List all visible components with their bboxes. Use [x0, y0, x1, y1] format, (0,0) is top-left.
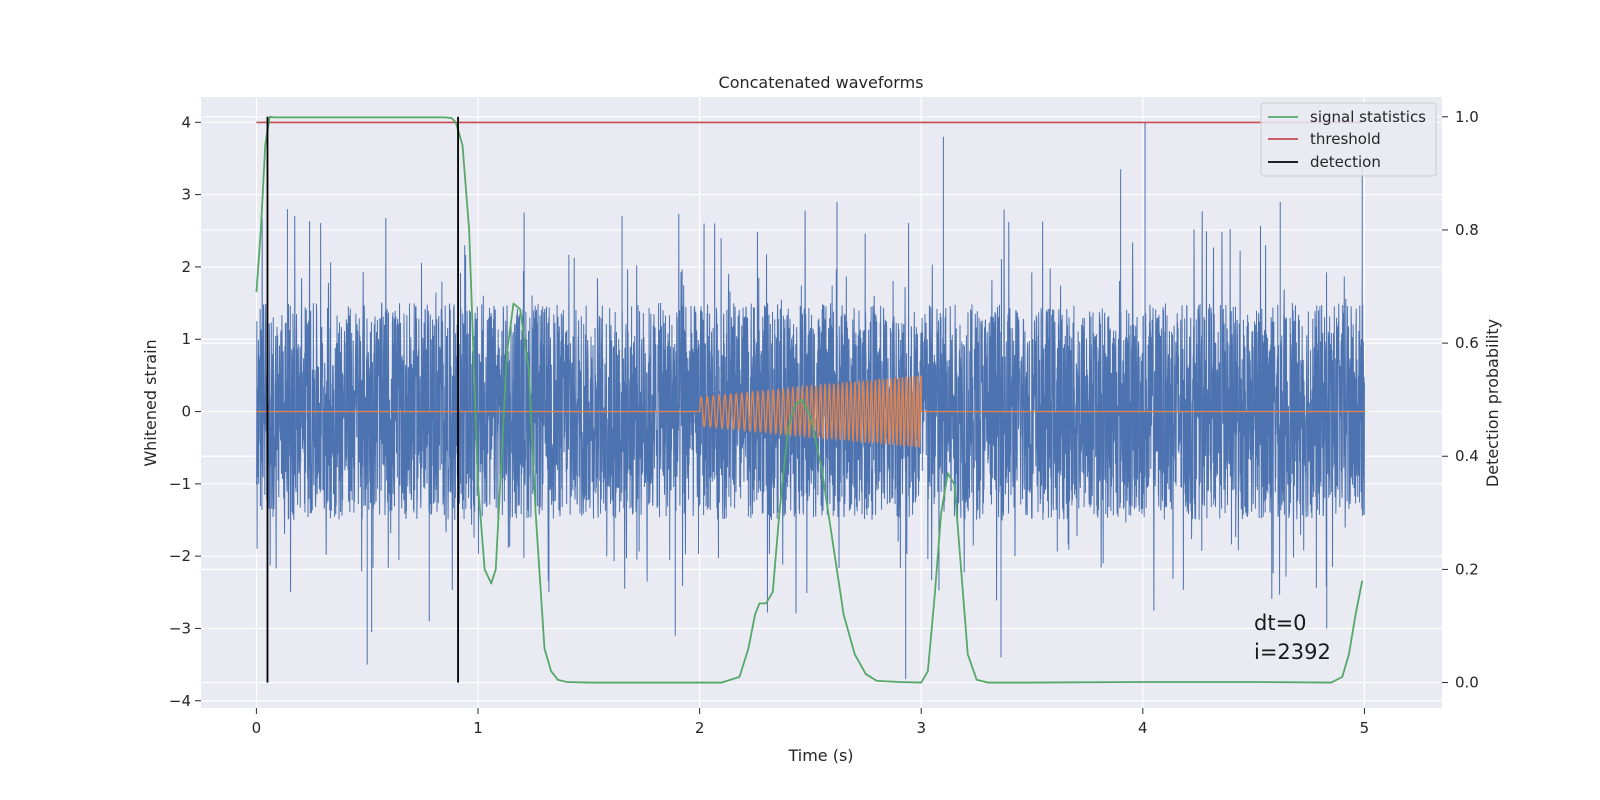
- legend-label-threshold: threshold: [1310, 130, 1381, 148]
- y2-tick-label: 0.0: [1455, 674, 1479, 692]
- y-tick-label: 3: [181, 186, 191, 204]
- plot-area: [255, 115, 1365, 684]
- annotation-dt: dt=0: [1254, 611, 1307, 635]
- y-tick-label: 1: [181, 330, 191, 348]
- x-tick-label: 5: [1360, 719, 1370, 737]
- y-axis-label: Whitened strain: [141, 339, 160, 466]
- y-tick-label: 2: [181, 258, 191, 276]
- y2-axis-label: Detection probability: [1483, 319, 1502, 487]
- x-tick-label: 2: [695, 719, 705, 737]
- y-tick-label: −4: [169, 692, 191, 710]
- x-tick-label: 0: [252, 719, 262, 737]
- y-axis-right: 1.0 0.8 0.6 0.4 0.2 0.0: [1442, 108, 1479, 692]
- x-axis: 0 1 2 3 4 5: [252, 708, 1370, 737]
- strain-noise-line: [255, 122, 1365, 680]
- y-tick-label: −1: [169, 475, 191, 493]
- y2-tick-label: 0.8: [1455, 221, 1479, 239]
- x-axis-label: Time (s): [787, 746, 853, 765]
- x-tick-label: 4: [1138, 719, 1148, 737]
- annotation-i: i=2392: [1254, 640, 1331, 664]
- x-tick-label: 1: [473, 719, 483, 737]
- legend: signal statistics threshold detection: [1260, 102, 1437, 177]
- y2-tick-label: 0.6: [1455, 334, 1479, 352]
- y2-tick-label: 0.2: [1455, 560, 1479, 578]
- signal-statistics-line: [255, 115, 1364, 684]
- chart-title: Concatenated waveforms: [719, 73, 924, 92]
- y-tick-label: 4: [181, 113, 191, 131]
- legend-label-detection: detection: [1310, 153, 1381, 171]
- y-tick-label: −2: [169, 547, 191, 565]
- injected-waveform-line: [256, 375, 1365, 448]
- y-tick-label: −3: [169, 619, 191, 637]
- legend-label-signal: signal statistics: [1310, 108, 1426, 126]
- x-tick-label: 3: [916, 719, 926, 737]
- y-tick-label: 0: [181, 403, 191, 421]
- y2-tick-label: 0.4: [1455, 447, 1479, 465]
- grid: [201, 97, 1442, 708]
- y2-tick-label: 1.0: [1455, 108, 1479, 126]
- legend-box: [1260, 102, 1437, 177]
- y-axis-left: 4 3 2 1 0 −1 −2 −3 −4: [169, 113, 201, 710]
